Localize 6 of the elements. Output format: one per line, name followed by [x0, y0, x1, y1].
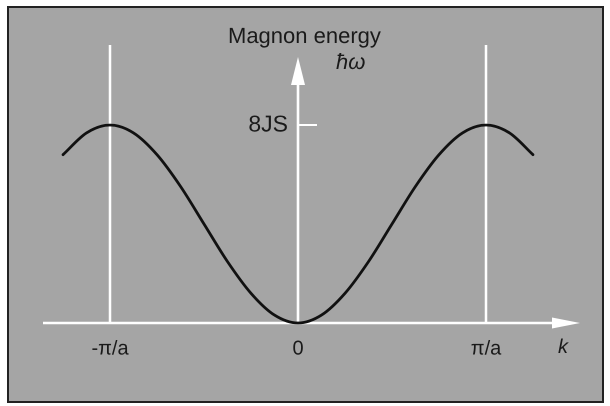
- x-tick-label: π/a: [470, 338, 502, 360]
- annotation: 8JS: [248, 110, 288, 136]
- x-tick-label: 0: [292, 338, 304, 360]
- x-tick-label: -π/a: [91, 338, 130, 360]
- x-axis-title: k: [558, 336, 569, 358]
- y-axis-title: Magnon energy ħω: [228, 23, 381, 74]
